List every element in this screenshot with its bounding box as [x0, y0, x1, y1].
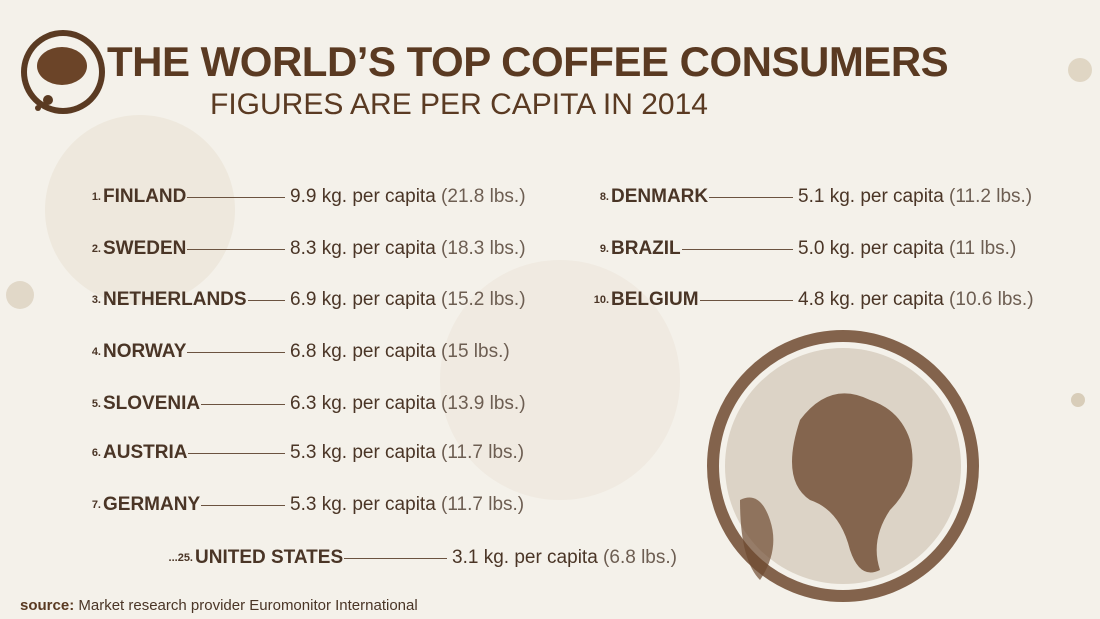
- country: SLOVENIA: [103, 393, 201, 414]
- entry-row: 5. SLOVENIA: [43, 392, 290, 416]
- entry-row: 9. BRAZIL: [551, 237, 798, 261]
- amount: 9.9 kg. per capita: [290, 186, 436, 207]
- lbs: (11.7 lbs.): [441, 442, 525, 463]
- rank: 10.: [593, 294, 609, 306]
- leader-line: [187, 248, 285, 250]
- stain: [45, 115, 235, 305]
- country: NORWAY: [103, 341, 187, 362]
- entry-row: 3. NETHERLANDS: [43, 288, 290, 312]
- value: 6.9 kg. per capita (15.2 lbs.): [290, 288, 526, 312]
- lbs: (15 lbs.): [441, 341, 510, 362]
- lbs: (13.9 lbs.): [441, 393, 526, 414]
- amount: 5.3 kg. per capita: [290, 494, 436, 515]
- leader-line: [201, 403, 285, 405]
- country: BELGIUM: [611, 289, 699, 310]
- value: 5.3 kg. per capita (11.7 lbs.): [290, 441, 524, 465]
- entry-row: ...25. UNITED STATES: [135, 546, 452, 570]
- rank: 1.: [91, 191, 101, 203]
- value: 4.8 kg. per capita (10.6 lbs.): [798, 288, 1034, 312]
- entry-row: 7. GERMANY: [43, 493, 290, 517]
- rank: 6.: [91, 447, 101, 459]
- logo-dot: [43, 95, 53, 105]
- leader-line: [344, 557, 447, 559]
- value: 5.0 kg. per capita (11 lbs.): [798, 237, 1016, 261]
- country: BRAZIL: [611, 238, 681, 259]
- entry-row: 10. BELGIUM: [551, 288, 798, 312]
- rank: 4.: [91, 346, 101, 358]
- country: NETHERLANDS: [103, 289, 247, 310]
- lbs: (6.8 lbs.): [603, 547, 677, 568]
- continent: [792, 393, 913, 573]
- lbs: (11.2 lbs.): [949, 186, 1033, 207]
- lbs: (11 lbs.): [949, 238, 1017, 259]
- subtitle: FIGURES ARE PER CAPITA IN 2014: [210, 88, 708, 121]
- leader-line: [699, 299, 793, 301]
- value: 5.1 kg. per capita (11.2 lbs.): [798, 185, 1032, 209]
- country: UNITED STATES: [195, 547, 344, 568]
- lbs: (18.3 lbs.): [441, 238, 526, 259]
- source-label: source:: [20, 597, 75, 614]
- entry-row: 6. AUSTRIA: [43, 441, 290, 465]
- country: GERMANY: [103, 494, 201, 515]
- rank: 7.: [91, 499, 101, 511]
- amount: 8.3 kg. per capita: [290, 238, 436, 259]
- amount: 5.0 kg. per capita: [798, 238, 944, 259]
- rank: 9.: [599, 243, 609, 255]
- title: THE WORLD’S TOP COFFEE CONSUMERS: [107, 38, 949, 85]
- amount: 4.8 kg. per capita: [798, 289, 944, 310]
- leader-line: [188, 452, 285, 454]
- logo-dot: [35, 105, 41, 111]
- leader-line: [681, 248, 793, 250]
- logo-bean: [37, 47, 87, 85]
- leader-line: [187, 351, 285, 353]
- amount: 5.1 kg. per capita: [798, 186, 944, 207]
- value: 9.9 kg. per capita (21.8 lbs.): [290, 185, 526, 209]
- lbs: (10.6 lbs.): [949, 289, 1034, 310]
- rank: ...25.: [168, 552, 193, 564]
- value: 6.3 kg. per capita (13.9 lbs.): [290, 392, 526, 416]
- value: 5.3 kg. per capita (11.7 lbs.): [290, 493, 524, 517]
- stain: [440, 260, 680, 500]
- lbs: (21.8 lbs.): [441, 186, 526, 207]
- amount: 5.3 kg. per capita: [290, 442, 436, 463]
- leader-line: [187, 196, 285, 198]
- stain: [1068, 58, 1092, 82]
- amount: 6.8 kg. per capita: [290, 341, 436, 362]
- rank: 3.: [91, 294, 101, 306]
- country: AUSTRIA: [103, 442, 188, 463]
- value: 8.3 kg. per capita (18.3 lbs.): [290, 237, 526, 261]
- entry-row: 8. DENMARK: [551, 185, 798, 209]
- amount: 6.3 kg. per capita: [290, 393, 436, 414]
- amount: 6.9 kg. per capita: [290, 289, 436, 310]
- stain: [6, 281, 34, 309]
- country: SWEDEN: [103, 238, 187, 259]
- continent: [740, 497, 774, 580]
- rank: 8.: [599, 191, 609, 203]
- leader-line: [247, 299, 285, 301]
- stain: [1071, 393, 1085, 407]
- lbs: (15.2 lbs.): [441, 289, 526, 310]
- country: DENMARK: [611, 186, 709, 207]
- amount: 3.1 kg. per capita: [452, 547, 598, 568]
- entry-row: 4. NORWAY: [43, 340, 290, 364]
- rank: 5.: [91, 398, 101, 410]
- leader-line: [709, 196, 793, 198]
- value: 3.1 kg. per capita (6.8 lbs.): [452, 546, 677, 570]
- leader-line: [201, 504, 285, 506]
- cup-ring: [707, 330, 979, 602]
- country: FINLAND: [103, 186, 187, 207]
- entry-row: 1. FINLAND: [43, 185, 290, 209]
- source: source: Market research provider Euromon…: [20, 597, 418, 614]
- rank: 2.: [91, 243, 101, 255]
- source-text: Market research provider Euromonitor Int…: [78, 597, 418, 614]
- lbs: (11.7 lbs.): [441, 494, 525, 515]
- entry-row: 2. SWEDEN: [43, 237, 290, 261]
- value: 6.8 kg. per capita (15 lbs.): [290, 340, 510, 364]
